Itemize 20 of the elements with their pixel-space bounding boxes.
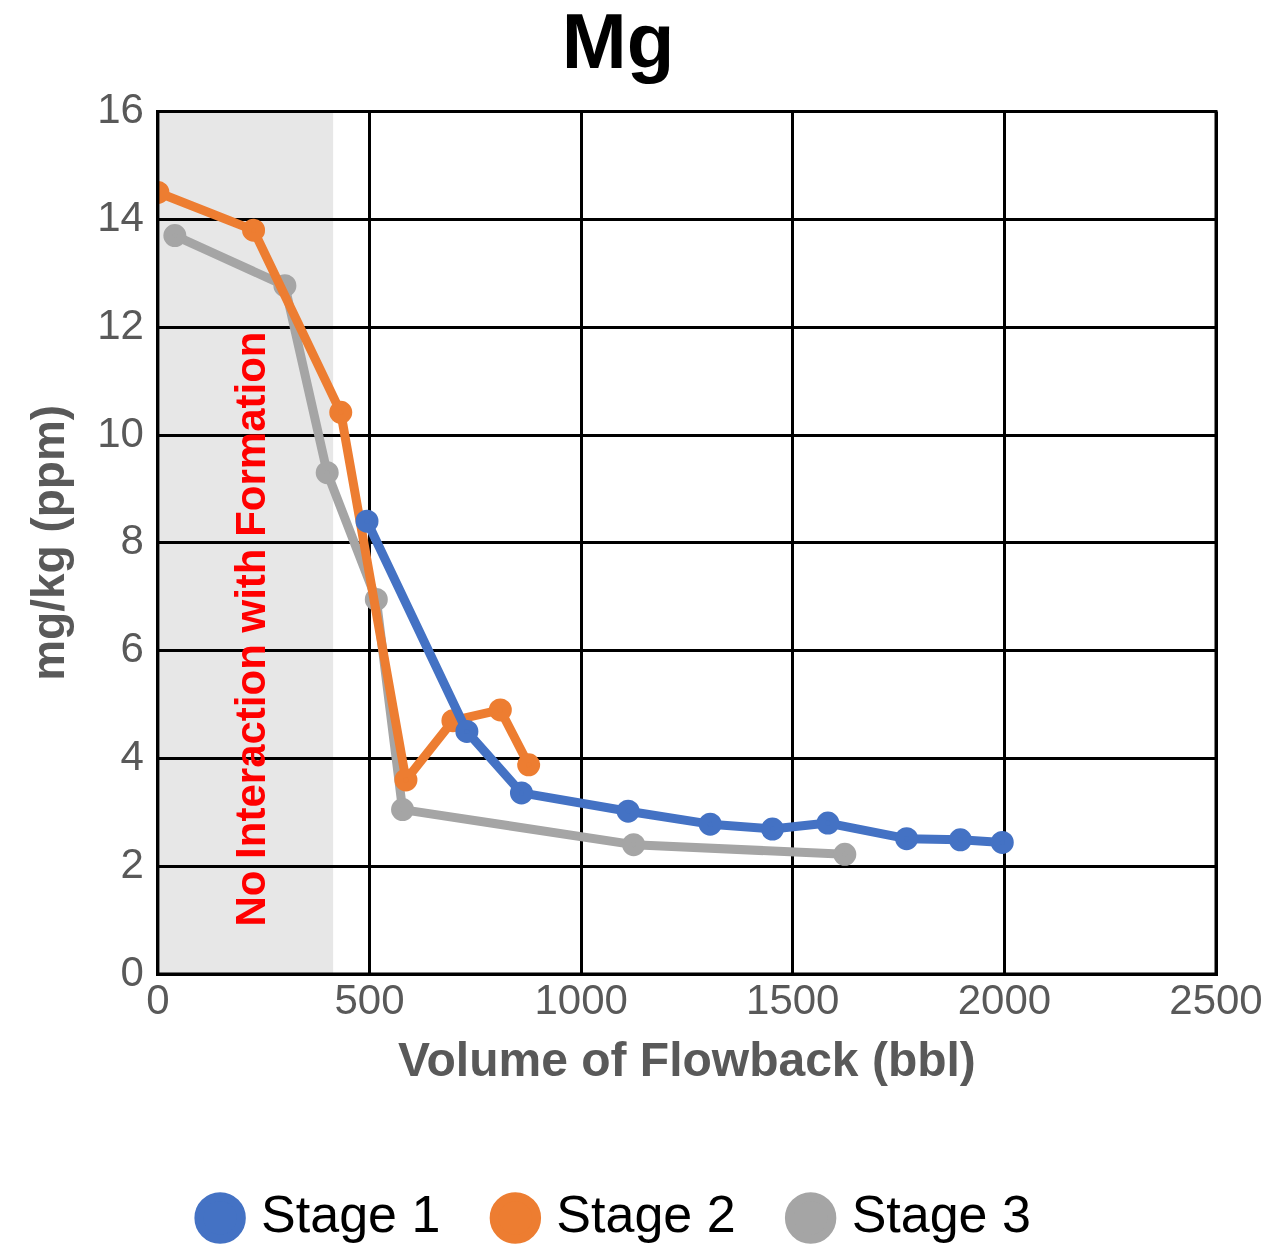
legend-label: Stage 1 (261, 1185, 441, 1244)
x-tick-label: 1500 (746, 975, 840, 1023)
y-tick-label: 10 (97, 408, 144, 456)
y-tick-label: 8 (120, 516, 144, 564)
y-tick-label: 14 (97, 192, 144, 240)
y-tick-label: 6 (120, 624, 144, 672)
x-axis-title: Volume of Flowback (bbl) (398, 1033, 976, 1087)
legend-label: Stage 2 (556, 1185, 736, 1244)
x-tick-label: 2500 (1169, 975, 1263, 1023)
y-tick-label: 12 (97, 300, 144, 348)
x-tick-label: 2000 (957, 975, 1052, 1023)
x-tick-label: 1000 (534, 975, 628, 1023)
y-axis-title: mg/kg (ppm) (22, 404, 75, 681)
y-tick-label: 4 (120, 731, 144, 779)
chart-title: Mg (561, 0, 675, 86)
y-tick-label: 2 (120, 839, 144, 887)
band-label: No Interaction with Formation (227, 331, 275, 927)
legend-label: Stage 3 (851, 1185, 1031, 1244)
y-tick-label: 16 (97, 85, 144, 133)
x-tick-label: 500 (334, 975, 405, 1023)
